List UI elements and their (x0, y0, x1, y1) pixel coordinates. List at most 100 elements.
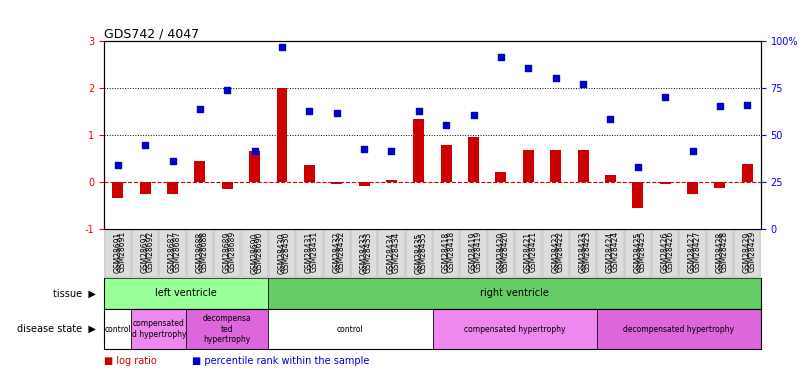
Bar (578, 150, 589, 182)
Text: GSM28426: GSM28426 (665, 231, 674, 272)
Bar (112, 182, 123, 198)
Point (194, 106, 207, 112)
Text: GSM28420: GSM28420 (501, 231, 510, 272)
Text: GSM28431: GSM28431 (309, 231, 318, 272)
Text: disease state  ▶: disease state ▶ (18, 324, 96, 334)
Bar (441, 146, 452, 182)
Bar (268, 278, 761, 309)
Text: GSM28690: GSM28690 (250, 232, 260, 273)
Text: GSM28428: GSM28428 (715, 232, 724, 273)
Text: GSM28430: GSM28430 (282, 231, 291, 273)
FancyBboxPatch shape (488, 230, 514, 276)
Text: GSM28427: GSM28427 (693, 231, 702, 272)
Text: decompensated hypertrophy: decompensated hypertrophy (623, 324, 735, 334)
FancyBboxPatch shape (324, 230, 350, 276)
Text: GSM28687: GSM28687 (172, 231, 182, 272)
FancyBboxPatch shape (214, 230, 240, 276)
Point (494, 54, 507, 60)
FancyBboxPatch shape (679, 230, 706, 276)
Text: GSM28689: GSM28689 (223, 232, 231, 273)
Text: GSM28690: GSM28690 (255, 231, 264, 273)
Text: GSM28428: GSM28428 (720, 231, 729, 272)
FancyBboxPatch shape (105, 230, 131, 276)
Point (358, 146, 371, 152)
FancyBboxPatch shape (652, 230, 678, 276)
FancyBboxPatch shape (159, 230, 186, 276)
Text: GSM28433: GSM28433 (364, 231, 373, 273)
Point (604, 116, 617, 122)
Bar (268, 309, 433, 349)
Bar (332, 182, 342, 184)
Bar (468, 137, 479, 182)
Text: GSM28688: GSM28688 (200, 231, 209, 272)
Text: right ventricle: right ventricle (481, 288, 549, 298)
Bar (597, 309, 761, 349)
Text: GSM28689: GSM28689 (227, 231, 236, 272)
Text: tissue  ▶: tissue ▶ (53, 288, 96, 298)
Text: GSM28430: GSM28430 (277, 232, 287, 273)
Point (577, 81, 590, 87)
Bar (222, 182, 233, 189)
Text: GSM28421: GSM28421 (529, 231, 537, 272)
Point (221, 87, 234, 93)
Point (111, 162, 124, 168)
Point (330, 110, 343, 116)
FancyBboxPatch shape (406, 230, 432, 276)
Point (303, 108, 316, 114)
Point (166, 158, 179, 164)
Text: GSM28429: GSM28429 (743, 232, 752, 273)
Text: GSM28687: GSM28687 (168, 232, 177, 273)
Text: decompensa
ted
hypertrophy: decompensa ted hypertrophy (203, 314, 252, 344)
FancyBboxPatch shape (132, 230, 159, 276)
Text: compensated
d hypertrophy: compensated d hypertrophy (131, 320, 186, 339)
FancyBboxPatch shape (542, 230, 569, 276)
Point (522, 65, 535, 71)
Point (658, 94, 671, 100)
Bar (496, 172, 506, 182)
FancyBboxPatch shape (433, 230, 459, 276)
Text: left ventricle: left ventricle (155, 288, 217, 298)
Bar (249, 152, 260, 182)
Point (440, 122, 453, 128)
Point (413, 108, 425, 114)
Bar (742, 164, 753, 182)
Text: GSM28432: GSM28432 (332, 232, 341, 273)
Text: GSM28688: GSM28688 (195, 232, 204, 273)
Bar (632, 182, 643, 208)
Bar (131, 309, 186, 349)
Text: GSM28435: GSM28435 (419, 231, 428, 273)
Bar (359, 182, 369, 186)
Text: GSM28418: GSM28418 (446, 231, 455, 272)
Text: GSM28692: GSM28692 (141, 232, 150, 273)
FancyBboxPatch shape (625, 230, 651, 276)
Text: GSM28435: GSM28435 (414, 232, 424, 273)
Bar (195, 161, 205, 182)
Point (549, 75, 562, 81)
Bar (413, 118, 425, 182)
Text: GSM28691: GSM28691 (113, 232, 123, 273)
Text: GSM28692: GSM28692 (145, 231, 154, 272)
FancyBboxPatch shape (296, 230, 323, 276)
Bar (433, 309, 597, 349)
Bar (660, 182, 670, 184)
Text: GSM28431: GSM28431 (305, 232, 314, 273)
FancyBboxPatch shape (187, 230, 213, 276)
Text: compensated hypertrophy: compensated hypertrophy (464, 324, 566, 334)
Text: GSM28423: GSM28423 (583, 231, 592, 272)
Text: GSM28691: GSM28691 (118, 231, 127, 272)
Bar (605, 175, 616, 182)
FancyBboxPatch shape (461, 230, 487, 276)
FancyBboxPatch shape (351, 230, 377, 276)
FancyBboxPatch shape (706, 230, 733, 276)
Text: GSM28432: GSM28432 (336, 231, 346, 272)
Point (139, 142, 151, 148)
Text: GSM28434: GSM28434 (392, 231, 400, 273)
Text: GSM28423: GSM28423 (578, 232, 588, 273)
Text: GSM28425: GSM28425 (638, 231, 646, 272)
Text: GSM28421: GSM28421 (524, 232, 533, 273)
Bar (386, 180, 397, 182)
Bar (687, 182, 698, 194)
Text: control: control (337, 324, 364, 334)
Text: GSM28427: GSM28427 (688, 232, 697, 273)
Text: GSM28419: GSM28419 (469, 232, 478, 273)
